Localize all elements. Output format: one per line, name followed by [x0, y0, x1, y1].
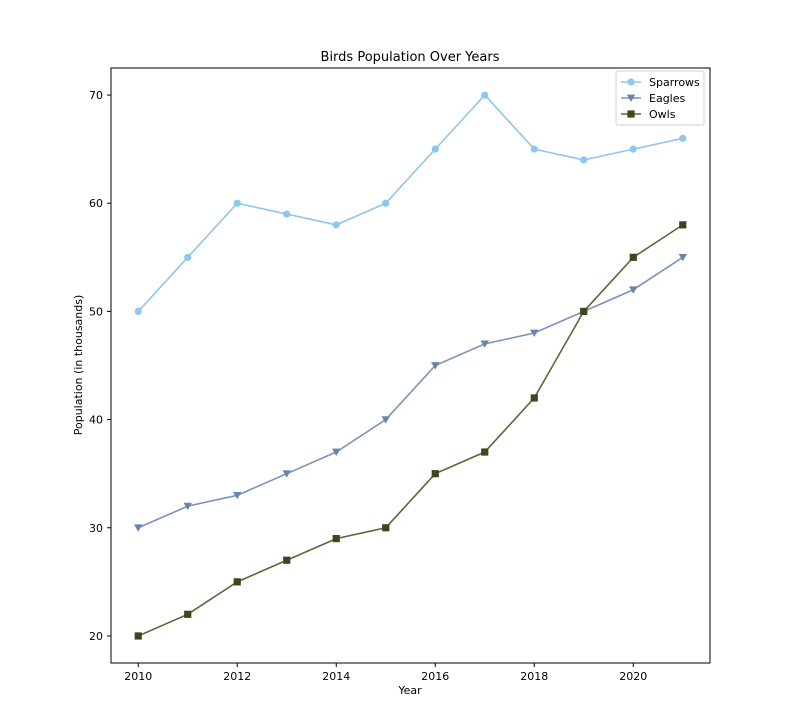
- y-tick-label: 40: [89, 414, 103, 427]
- data-point-owls: [382, 524, 390, 532]
- data-point-eagles: [431, 362, 440, 370]
- y-axis: 20 30 40 50 60 70: [89, 89, 111, 643]
- data-point-owls: [332, 534, 340, 543]
- data-point-eagles: [183, 502, 192, 511]
- y-tick-label: 20: [89, 630, 103, 643]
- data-point-owls: [184, 610, 192, 618]
- data-point-sparrows: [679, 134, 687, 142]
- data-point-owls: [233, 578, 241, 586]
- y-axis-label: Population (in thousands): [72, 295, 85, 436]
- y-tick-label: 50: [89, 305, 103, 318]
- series-line-sparrows: [137, 93, 683, 312]
- legend: Sparrows Eagles Owls: [615, 70, 705, 126]
- data-point-sparrows: [332, 221, 340, 229]
- legend-marker: [626, 94, 636, 102]
- legend-label: Owls: [649, 108, 676, 121]
- data-point-sparrows: [233, 199, 241, 207]
- plot-area: [134, 91, 687, 640]
- legend-label: Eagles: [649, 92, 685, 105]
- data-point-eagles: [381, 416, 390, 424]
- y-tick-label: 30: [89, 522, 103, 535]
- series-sparrows: [134, 91, 687, 316]
- data-point-sparrows: [382, 199, 390, 207]
- x-tick-label: 2016: [421, 670, 449, 683]
- y-tick-label: 70: [89, 89, 103, 102]
- data-point-eagles: [530, 329, 539, 338]
- x-tick-label: 2020: [619, 670, 647, 683]
- series-owls: [134, 221, 687, 640]
- data-point-sparrows: [530, 145, 538, 153]
- legend-marker: [627, 78, 635, 86]
- data-point-owls: [530, 394, 538, 402]
- plot-frame: [110, 67, 711, 664]
- data-point-owls: [580, 307, 588, 316]
- data-point-sparrows: [134, 307, 142, 316]
- data-point-owls: [431, 470, 439, 478]
- x-axis-label: Year: [397, 684, 422, 697]
- data-point-eagles: [332, 448, 341, 457]
- data-point-eagles: [282, 470, 291, 478]
- x-tick-label: 2012: [223, 670, 251, 683]
- data-point-sparrows: [580, 156, 588, 164]
- data-point-eagles: [480, 340, 489, 348]
- data-point-sparrows: [431, 145, 439, 153]
- data-point-owls: [629, 253, 637, 261]
- series-line-eagles: [137, 256, 684, 529]
- data-point-owls: [283, 556, 291, 564]
- data-point-sparrows: [184, 253, 192, 261]
- legend-marker: [627, 110, 635, 118]
- x-tick-label: 2010: [124, 670, 152, 683]
- legend-label: Sparrows: [649, 76, 700, 89]
- legend-item-owls: Owls: [621, 108, 676, 121]
- data-point-owls: [134, 632, 142, 640]
- data-point-eagles: [233, 491, 242, 500]
- data-point-sparrows: [629, 145, 637, 153]
- legend-item-sparrows: Sparrows: [621, 76, 700, 89]
- data-point-eagles: [134, 524, 143, 532]
- data-point-eagles: [678, 253, 687, 262]
- x-tick-label: 2018: [520, 670, 548, 683]
- data-point-eagles: [629, 286, 638, 294]
- data-point-sparrows: [481, 91, 489, 99]
- legend-item-eagles: Eagles: [621, 92, 685, 105]
- series-line-owls: [137, 224, 684, 637]
- data-point-sparrows: [283, 210, 291, 218]
- x-tick-label: 2014: [322, 670, 350, 683]
- x-axis: 2010 2012 2014 2016 2018 2020: [124, 663, 647, 683]
- chart-title: Birds Population Over Years: [321, 50, 500, 65]
- data-point-owls: [481, 448, 489, 456]
- series-eagles: [134, 253, 687, 532]
- y-tick-label: 60: [89, 197, 103, 210]
- legend-box: [615, 70, 705, 126]
- data-point-owls: [679, 221, 687, 229]
